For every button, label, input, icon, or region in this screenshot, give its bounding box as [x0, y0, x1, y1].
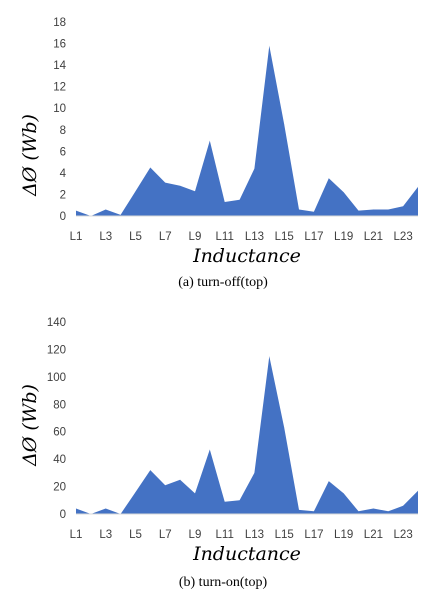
y-tick-label: 8	[60, 125, 66, 137]
y-tick-label: 6	[60, 146, 66, 158]
x-tick-label: L15	[275, 231, 294, 243]
y-tick-label: 14	[53, 60, 66, 72]
x-tick-label: L9	[189, 231, 202, 243]
y-tick-label: 0	[60, 211, 66, 223]
x-axis-label: Inductance	[192, 543, 301, 565]
y-tick-label: 4	[60, 168, 67, 180]
x-tick-label: L21	[364, 231, 383, 243]
y-tick-label: 140	[47, 317, 66, 329]
y-tick-label: 60	[53, 427, 66, 439]
y-tick-label: 100	[47, 372, 66, 384]
x-tick-label: L11	[216, 529, 234, 541]
x-tick-label: L15	[275, 529, 294, 541]
y-tick-label: 80	[53, 399, 66, 411]
y-tick-label: 20	[53, 482, 66, 494]
x-tick-label: L3	[99, 529, 112, 541]
x-tick-label: L17	[304, 231, 323, 243]
caption-a: (a) turn-off(top)	[178, 275, 268, 290]
y-tick-label: 40	[53, 454, 66, 466]
y-axis-label: ΔØ (Wb)	[19, 384, 41, 467]
x-tick-label: L23	[394, 231, 413, 243]
data-area	[76, 45, 418, 217]
x-tick-label: L5	[129, 529, 142, 541]
x-tick-label: L19	[334, 231, 353, 243]
x-tick-label: L9	[189, 529, 202, 541]
y-tick-label: 12	[53, 82, 66, 94]
y-axis-label: ΔØ (Wb)	[19, 114, 41, 197]
x-axis-label: Inductance	[192, 245, 301, 267]
x-tick-label: L19	[334, 529, 353, 541]
x-tick-label: L11	[216, 231, 234, 243]
x-tick-label: L13	[245, 529, 264, 541]
caption-b: (b) turn-on(top)	[178, 575, 268, 590]
x-tick-label: L13	[245, 231, 264, 243]
y-tick-label: 120	[47, 344, 66, 356]
x-tick-label: L7	[159, 231, 172, 243]
y-tick-label: 2	[60, 189, 66, 201]
data-area	[76, 356, 418, 514]
y-tick-label: 18	[53, 17, 66, 29]
x-tick-label: L5	[129, 231, 142, 243]
x-tick-label: L3	[99, 231, 112, 243]
x-tick-label: L17	[304, 529, 323, 541]
x-tick-label: L1	[70, 231, 83, 243]
x-tick-label: L21	[364, 529, 383, 541]
y-tick-label: 10	[53, 103, 66, 115]
chart-turn-off: ΔØ (Wb) Inductance 0 2 4 6 8 10 12 14 16 18 L1 L3 L5…	[19, 17, 419, 267]
y-tick-label: 16	[53, 39, 66, 51]
x-tick-label: L1	[70, 529, 83, 541]
chart-turn-on: ΔØ (Wb) Inductance 0 20 40 60 80 100 120 140 L1 L…	[19, 317, 419, 565]
y-tick-label: 0	[60, 509, 66, 521]
x-tick-label: L7	[159, 529, 172, 541]
x-tick-label: L23	[394, 529, 413, 541]
